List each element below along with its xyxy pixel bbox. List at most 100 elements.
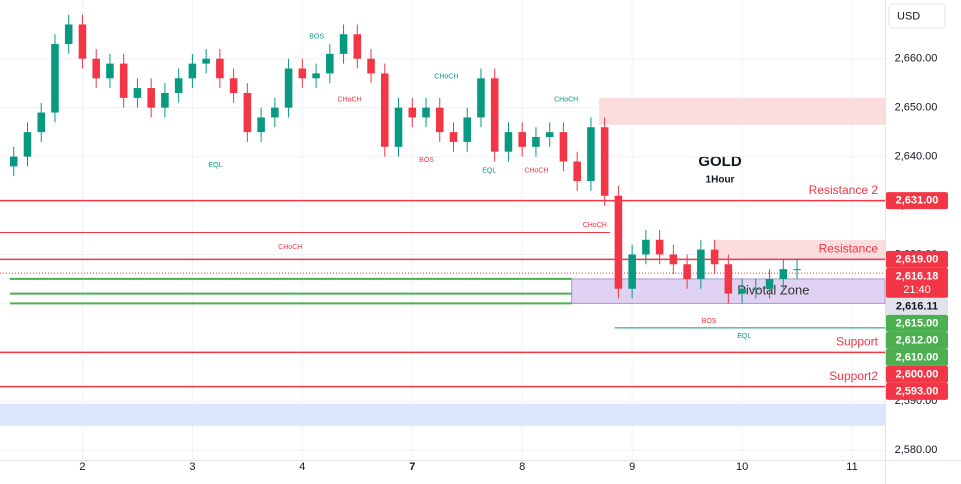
candle-body: [216, 58, 224, 79]
zone: [599, 97, 885, 125]
candle-body: [284, 68, 293, 108]
annotation: CHoCH: [524, 168, 548, 175]
x-tick-label: 7: [409, 461, 415, 473]
annotation: CHoCH: [434, 74, 458, 81]
price-label: 2,615.00: [896, 317, 939, 329]
candle-body: [779, 269, 788, 279]
price-label-box: [886, 382, 948, 400]
price-label-box: [886, 192, 948, 210]
candle-body: [532, 137, 540, 147]
annotation: CHoCH: [338, 97, 362, 104]
candle-body: [765, 278, 774, 289]
x-tick-label: 2: [79, 461, 85, 473]
candle-body: [724, 264, 733, 294]
candle-body: [257, 117, 265, 133]
candle-body: [600, 127, 609, 196]
level-name: Support: [836, 335, 879, 349]
price-label: 2,616.18: [896, 270, 939, 282]
price-label: 2,612.00: [896, 334, 939, 346]
chart-subtitle: 1Hour: [706, 175, 735, 186]
candle-body: [64, 24, 73, 45]
price-label-box: [886, 365, 948, 383]
price-label: 2,593.00: [896, 385, 939, 397]
candle-body: [697, 249, 705, 279]
x-tick-label: 4: [299, 461, 305, 473]
candle-body: [422, 107, 430, 118]
candle-body: [710, 249, 719, 265]
price-label-box: [886, 267, 948, 298]
plot-area: Pivotal Zone Resistance 2 Resistance Suppor…: [0, 0, 886, 460]
price-label-box: [886, 314, 948, 332]
annotation: BOS: [309, 34, 324, 41]
candle-body: [353, 34, 362, 59]
candle-body: [435, 107, 444, 133]
level-name: Resistance 2: [809, 183, 879, 197]
candle-body: [23, 132, 32, 157]
candle-body: [78, 24, 87, 59]
candle-body: [202, 58, 210, 64]
annotation: CHoCH: [554, 97, 578, 104]
currency-box[interactable]: [888, 3, 946, 29]
candle-body: [161, 92, 169, 108]
candle-body: [642, 239, 650, 255]
candle-body: [793, 269, 801, 271]
annotation: EQL: [208, 162, 222, 169]
candle-body: [518, 132, 526, 147]
price-label-box: [886, 331, 948, 349]
candle-body: [559, 132, 568, 162]
countdown: 21:40: [903, 284, 931, 296]
level-name: Resistance: [819, 242, 879, 256]
candle-body: [669, 254, 678, 265]
zone: [714, 239, 885, 260]
candle-body: [174, 78, 183, 93]
x-tick-label: 11: [846, 461, 857, 473]
candle-body: [229, 78, 238, 93]
price-label-box: [886, 348, 948, 366]
y-tick-label: 2,650.00: [895, 102, 938, 114]
candle-body: [367, 58, 375, 74]
annotation: EQL: [482, 168, 496, 175]
candle-body: [326, 53, 334, 74]
pivot-zone-label: Pivotal Zone: [737, 283, 809, 298]
price-label: 2,616.11: [896, 300, 938, 312]
candle-body: [147, 88, 155, 108]
currency: USD: [897, 10, 920, 22]
candle-body: [490, 78, 499, 152]
candle-body: [463, 117, 472, 142]
annotation: BOS: [419, 157, 434, 164]
candle-body: [243, 92, 252, 133]
candle-body: [408, 107, 417, 118]
x-tick-label: 8: [519, 461, 525, 473]
candle-body: [573, 161, 581, 182]
price-label: 2,619.00: [896, 253, 939, 265]
x-tick-label: 3: [189, 461, 195, 473]
candle-body: [587, 127, 595, 182]
candle-body: [738, 288, 746, 294]
candle-body: [545, 132, 554, 138]
y-tick-label: 2,580.00: [895, 444, 938, 456]
annotation: CHoCH: [583, 222, 607, 229]
candle-body: [133, 88, 142, 98]
annotation: EQL: [737, 333, 751, 340]
candle-body: [92, 58, 100, 79]
candle-body: [655, 239, 664, 255]
level-name: Support2: [829, 369, 878, 383]
candle-body: [271, 107, 279, 118]
annotation: BOS: [702, 318, 717, 325]
candle-body: [188, 63, 197, 79]
y-tick-label: 2,660.00: [895, 53, 938, 65]
y-tick-label: 2,640.00: [895, 151, 938, 163]
price-label: 2,610.00: [896, 351, 939, 363]
candle-body: [504, 132, 513, 152]
candle-body: [449, 132, 458, 142]
candle-body: [106, 63, 114, 79]
price-label: 2,600.00: [896, 368, 939, 380]
candle-body: [298, 68, 307, 79]
price-label: 2,631.00: [896, 195, 939, 207]
candle-body: [381, 73, 389, 147]
candle-body: [628, 254, 636, 289]
x-tick-label: 10: [736, 461, 748, 473]
x-tick-label: 9: [629, 461, 635, 473]
candle-body: [9, 156, 18, 167]
